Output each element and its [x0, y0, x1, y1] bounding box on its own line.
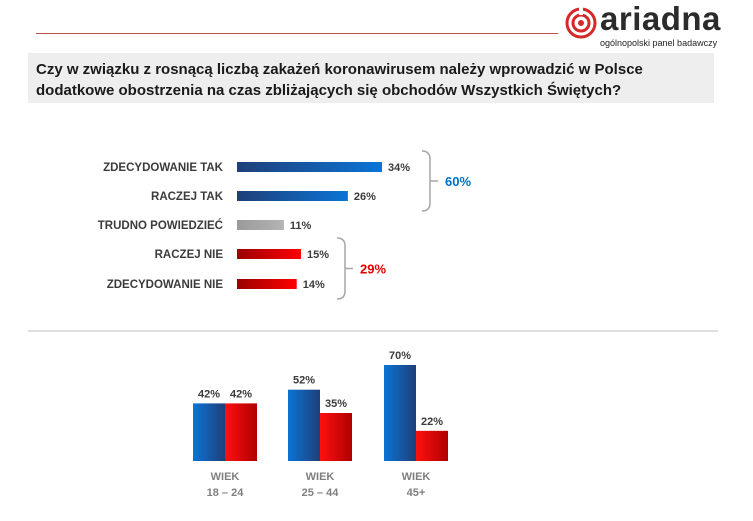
bar	[237, 162, 382, 172]
bar-value-label: 70%	[389, 350, 411, 362]
bar	[237, 249, 301, 259]
ariadna-spiral-logo-icon	[565, 6, 597, 39]
bar	[193, 403, 225, 461]
group-total-label: 60%	[445, 174, 471, 189]
bar	[225, 403, 257, 461]
bar	[237, 191, 348, 201]
bar-value-label: 15%	[307, 249, 329, 261]
age-group-range-label: 45+	[407, 487, 426, 499]
bar-value-label: 35%	[325, 398, 347, 410]
survey-question: Czy w związku z rosnącą liczbą zakażeń k…	[28, 53, 714, 103]
category-label: ZDECYDOWANIE NIE	[107, 279, 224, 291]
group-bracket	[421, 150, 431, 212]
header-divider-line	[36, 33, 558, 34]
category-label: RACZEJ TAK	[151, 191, 224, 203]
logo-tagline: ogólnopolski panel badawczy	[600, 38, 718, 48]
bar-value-label: 34%	[388, 162, 410, 174]
bar-value-label: 42%	[230, 388, 252, 400]
bar-value-label: 22%	[421, 416, 443, 428]
age-group-range-label: 18 – 24	[207, 487, 245, 499]
group-total-label: 29%	[360, 262, 386, 277]
bar	[237, 279, 297, 289]
age-group-label: WIEK	[306, 471, 335, 483]
category-label: TRUDNO POWIEDZIEĆ	[98, 219, 223, 232]
bar-value-label: 14%	[303, 279, 325, 291]
bar-value-label: 26%	[354, 191, 376, 203]
logo-wordmark: ariadna	[600, 0, 721, 37]
bar-value-label: 11%	[290, 220, 312, 232]
age-group-label: WIEK	[211, 471, 240, 483]
bar-value-label: 52%	[293, 375, 315, 387]
bar-value-label: 42%	[198, 388, 220, 400]
group-bracket	[336, 237, 346, 300]
bar	[384, 365, 416, 461]
age-group-range-label: 25 – 44	[302, 487, 340, 499]
bar	[416, 430, 448, 461]
bar	[288, 389, 320, 461]
category-label: RACZEJ NIE	[155, 249, 224, 261]
ariadna-logo: ariadna ogólnopolski panel badawczy	[562, 0, 732, 48]
bar	[320, 413, 352, 461]
bar	[237, 220, 284, 230]
age-group-label: WIEK	[402, 471, 431, 483]
category-label: ZDECYDOWANIE TAK	[103, 162, 224, 174]
